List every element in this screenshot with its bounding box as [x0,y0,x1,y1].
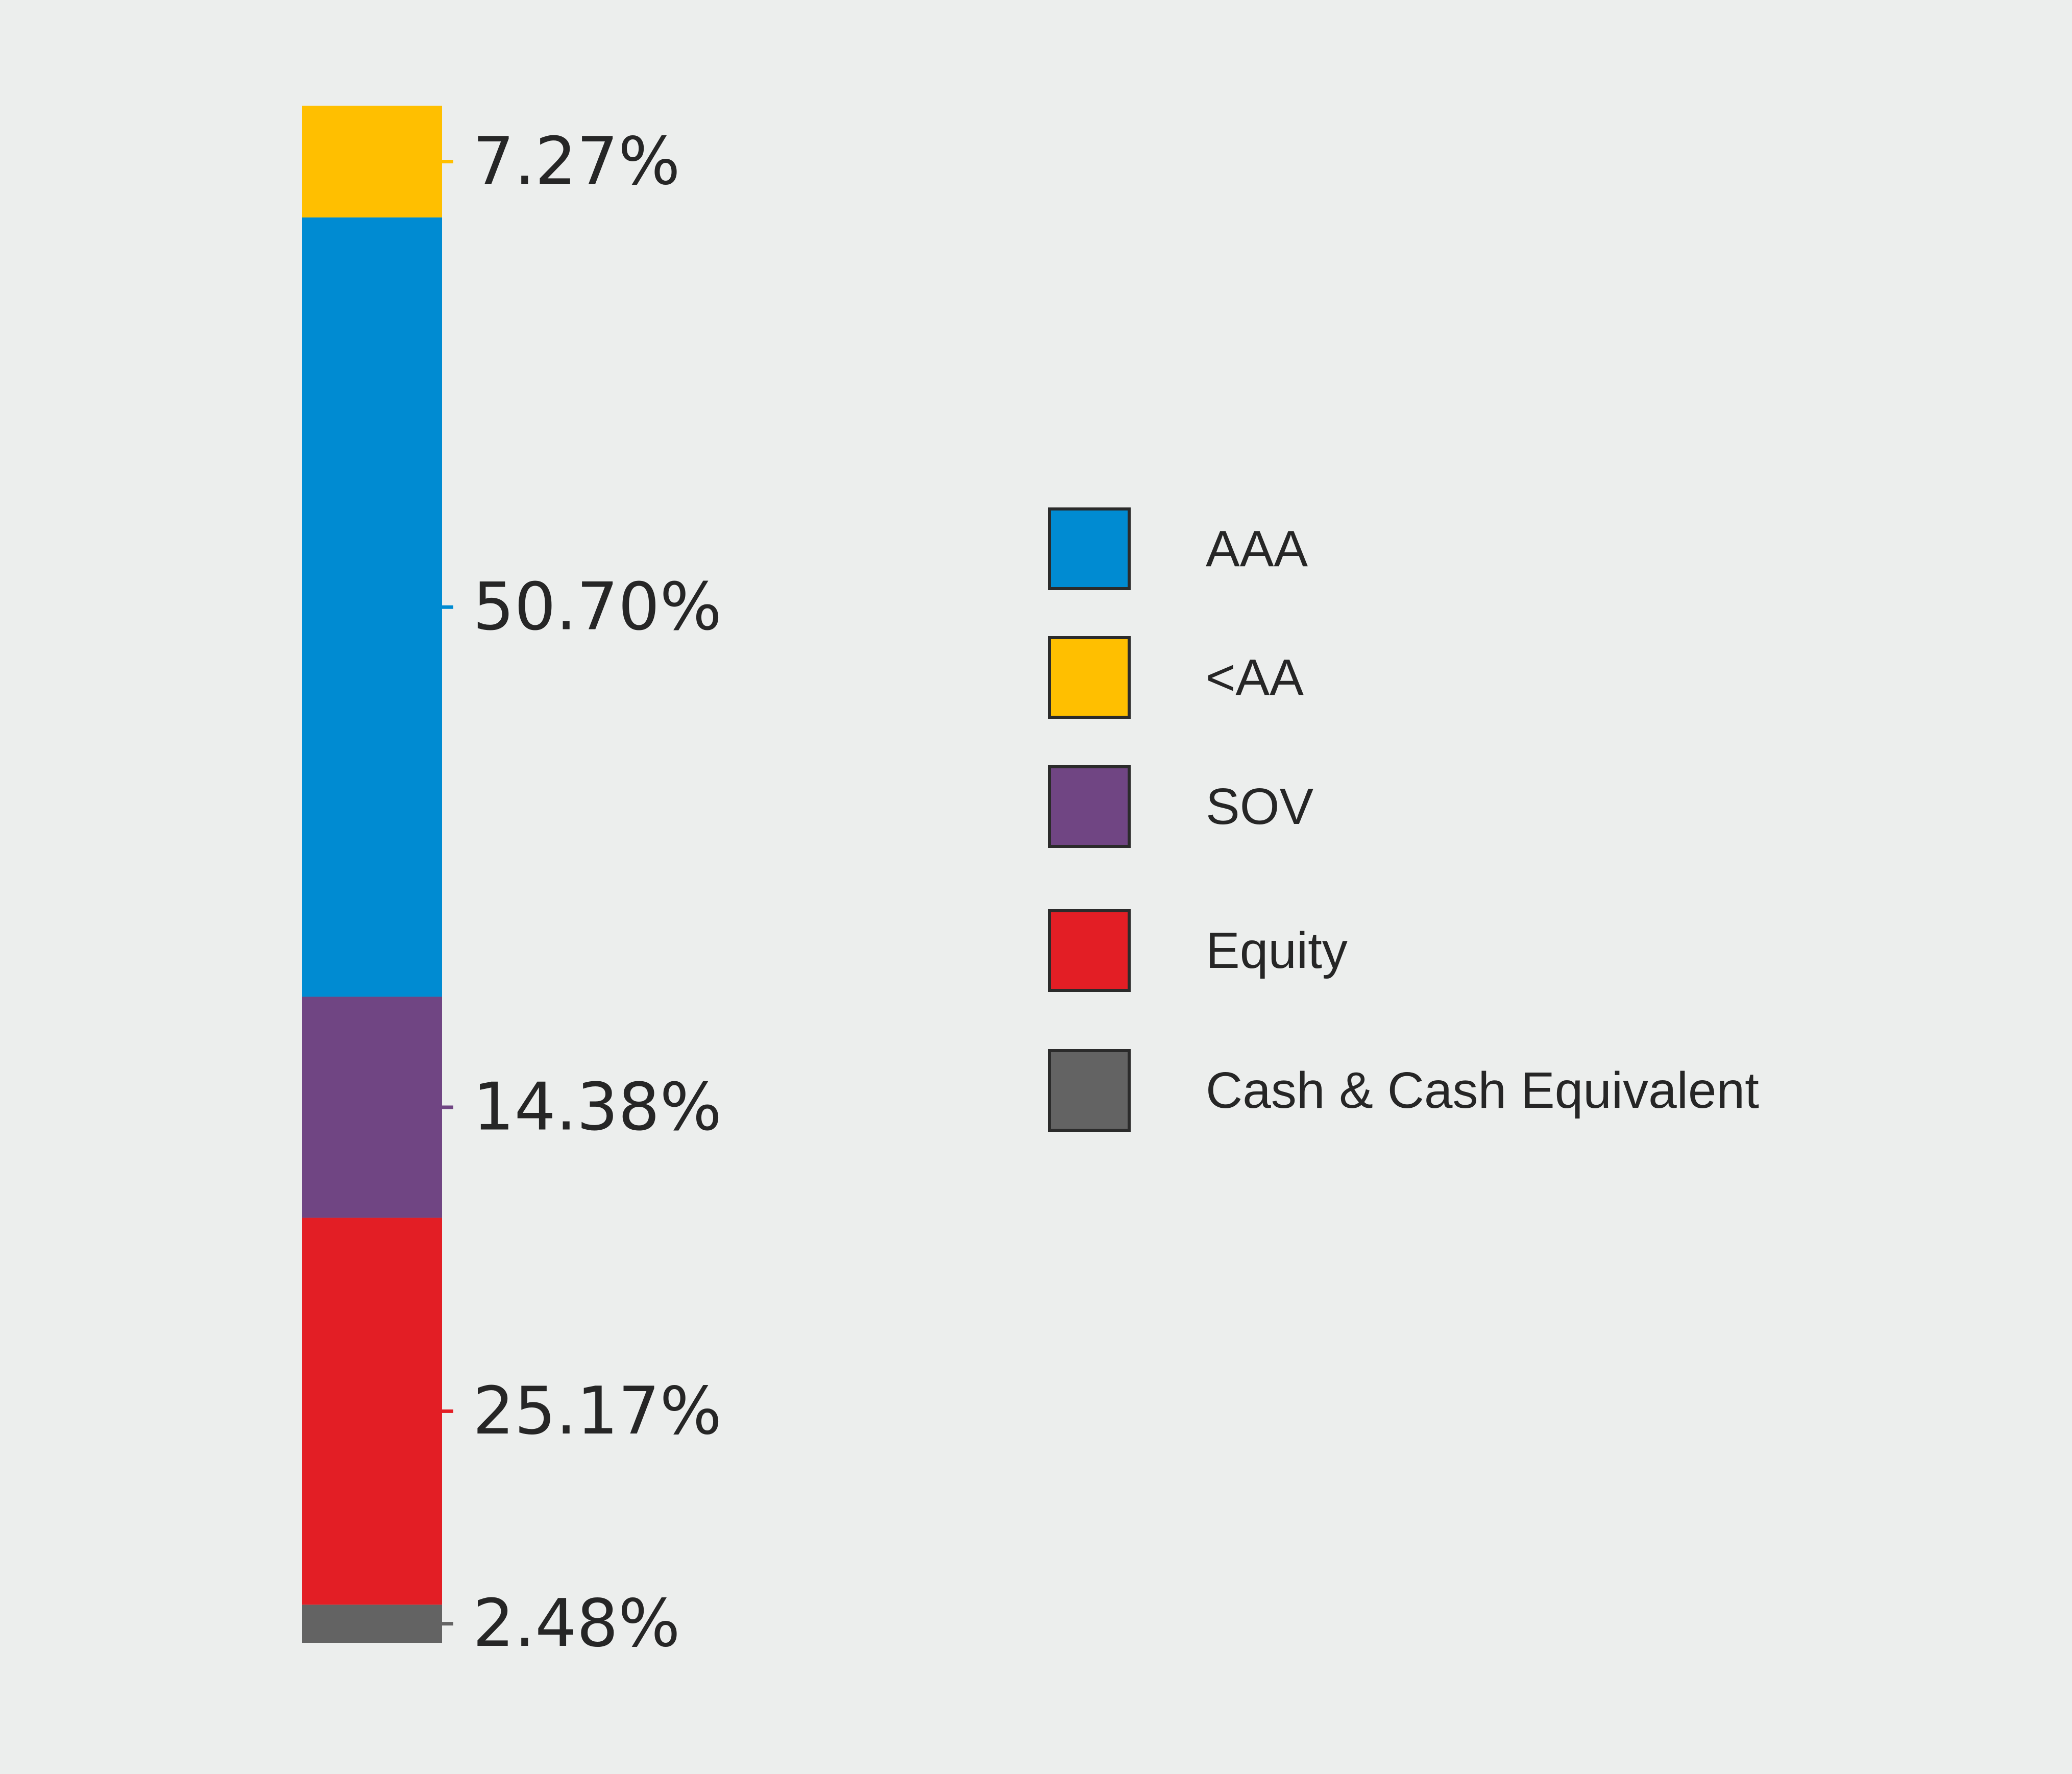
bar-segment-equity [302,1218,442,1605]
legend-label-lt-aa: <AA [1206,649,1304,706]
stacked-bar [302,106,442,1643]
bar-segment-cash-cash-equivalent [302,1605,442,1643]
bar-segment-aaa [302,217,442,997]
legend-label-cash-cash-equivalent: Cash & Cash Equivalent [1206,1062,1759,1119]
legend-swatch-aaa [1048,507,1131,590]
data-label-aaa: 50.70% [473,569,722,645]
legend-label-sov: SOV [1206,778,1313,835]
legend-label-aaa: AAA [1206,520,1308,577]
bar-segment-aa [302,106,442,217]
segment-labels: 2.48% 25.17% 14.38% 50.70% 7.27% [442,124,722,1662]
bar-segment-sov [302,997,442,1218]
data-label-cash-cash-equivalent: 2.48% [473,1586,680,1662]
legend-label-equity: Equity [1206,922,1348,979]
legend-swatch-equity [1048,909,1131,992]
data-label-equity: 25.17% [473,1373,722,1449]
data-label-aa: 7.27% [473,124,680,200]
legend: AAA <AA SOV Equity Cash & Cash Equivalent [1048,507,1759,1132]
data-label-sov: 14.38% [473,1069,722,1145]
legend-swatch-lt-aa [1048,636,1131,719]
legend-swatch-sov [1048,765,1131,848]
legend-swatch-cash-cash-equivalent [1048,1049,1131,1132]
